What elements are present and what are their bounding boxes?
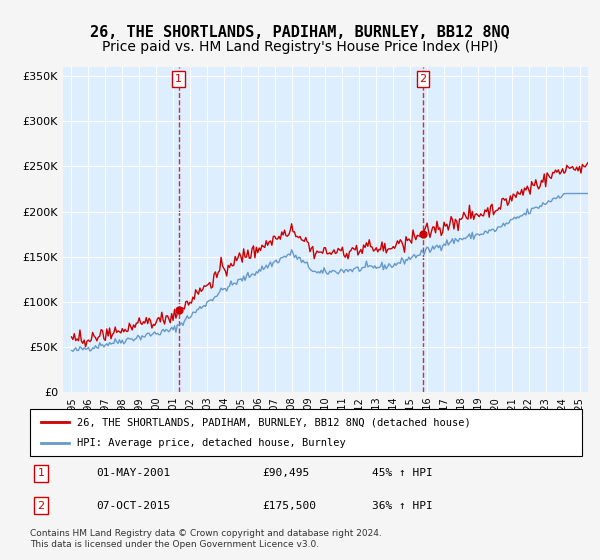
Text: 2: 2 (37, 501, 44, 511)
Text: 01-MAY-2001: 01-MAY-2001 (96, 468, 170, 478)
Text: 1: 1 (38, 468, 44, 478)
Text: 07-OCT-2015: 07-OCT-2015 (96, 501, 170, 511)
Text: £90,495: £90,495 (262, 468, 309, 478)
FancyBboxPatch shape (30, 409, 582, 456)
Text: HPI: Average price, detached house, Burnley: HPI: Average price, detached house, Burn… (77, 438, 346, 448)
Text: Price paid vs. HM Land Registry's House Price Index (HPI): Price paid vs. HM Land Registry's House … (102, 40, 498, 54)
Text: 26, THE SHORTLANDS, PADIHAM, BURNLEY, BB12 8NQ (detached house): 26, THE SHORTLANDS, PADIHAM, BURNLEY, BB… (77, 417, 470, 427)
Text: 45% ↑ HPI: 45% ↑ HPI (372, 468, 433, 478)
Text: 36% ↑ HPI: 36% ↑ HPI (372, 501, 433, 511)
Text: 2: 2 (419, 74, 427, 84)
Text: 1: 1 (175, 74, 182, 84)
Text: 26, THE SHORTLANDS, PADIHAM, BURNLEY, BB12 8NQ: 26, THE SHORTLANDS, PADIHAM, BURNLEY, BB… (90, 25, 510, 40)
Text: £175,500: £175,500 (262, 501, 316, 511)
Text: Contains HM Land Registry data © Crown copyright and database right 2024.
This d: Contains HM Land Registry data © Crown c… (30, 529, 382, 549)
